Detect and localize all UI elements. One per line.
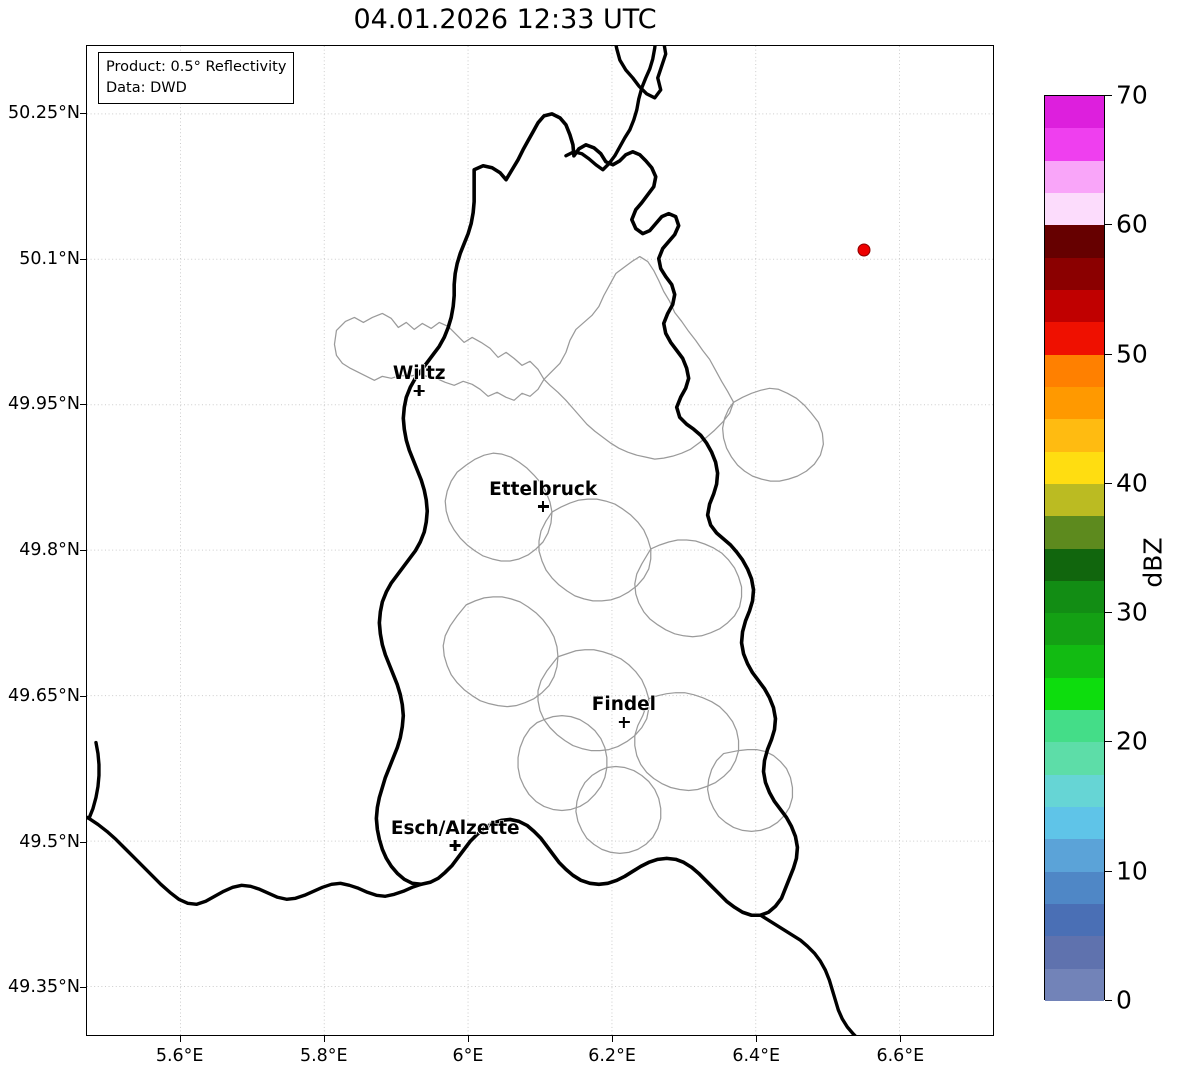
plus-marker-icon [413, 385, 425, 397]
x-tick-label: 6.2°E [588, 1046, 636, 1066]
colorbar-tick-label: 50 [1116, 339, 1148, 369]
y-tick-mark [80, 550, 86, 552]
info-box: Product: 0.5° Reflectivity Data: DWD [98, 52, 295, 105]
colorbar-band [1045, 677, 1104, 711]
colorbar-band [1045, 710, 1104, 743]
colorbar-band [1045, 613, 1104, 646]
colorbar-tick-mark [1105, 482, 1112, 484]
colorbar-tick-mark [1105, 95, 1112, 96]
y-tick-label: 49.5°N [19, 831, 80, 852]
y-tick-mark [80, 113, 86, 114]
colorbar-band [1045, 580, 1104, 614]
city-name: Findel [591, 694, 656, 716]
colorbar-band [1045, 871, 1104, 905]
colorbar-band [1045, 354, 1104, 388]
x-tick-mark [612, 1036, 614, 1042]
colorbar-tick-label: 0 [1116, 985, 1132, 1015]
city-label-ettelbruck: Ettelbruck [489, 478, 598, 512]
info-data-line: Data: DWD [106, 79, 187, 96]
colorbar-tick-label: 60 [1116, 209, 1148, 239]
colorbar-tick-label: 10 [1116, 856, 1148, 886]
city-name: Wiltz [392, 362, 446, 384]
colorbar-band [1045, 451, 1104, 485]
city-label-findel: Findel [591, 694, 656, 728]
colorbar-band [1045, 192, 1104, 226]
info-product-line: Product: 0.5° Reflectivity [106, 59, 287, 75]
y-tick-mark [80, 987, 86, 989]
colorbar-band [1045, 419, 1104, 452]
colorbar-band [1045, 548, 1104, 582]
colorbar-band [1045, 645, 1104, 679]
colorbar-band [1045, 483, 1104, 517]
colorbar-band [1045, 128, 1104, 162]
colorbar-tick-label: 40 [1116, 468, 1148, 498]
y-tick-label: 49.35°N [8, 977, 80, 998]
city-name: Ettelbruck [489, 478, 598, 500]
colorbar-band [1045, 742, 1104, 776]
y-tick-mark [80, 841, 86, 843]
colorbar-axis-label: dBZ [1138, 537, 1168, 588]
colorbar-band [1045, 968, 1104, 1002]
map-gridlines [87, 46, 993, 1035]
colorbar-band [1045, 225, 1104, 258]
canton-boundaries [333, 255, 824, 854]
luxembourg-national-border [374, 112, 800, 918]
colorbar-band [1045, 936, 1104, 970]
colorbar-tick-mark [1105, 741, 1112, 743]
plus-marker-icon [618, 716, 630, 728]
colorbar-tick-label: 70 [1116, 80, 1148, 110]
y-tick-label: 49.95°N [8, 394, 80, 415]
colorbar-tick-label: 30 [1116, 597, 1148, 627]
colorbar-band [1045, 516, 1104, 549]
city-label-wiltz: Wiltz [392, 362, 446, 397]
map-graphic [87, 46, 993, 1035]
colorbar-tick-mark [1105, 870, 1112, 872]
x-tick-mark [467, 1036, 469, 1042]
colorbar-band [1045, 289, 1104, 323]
colorbar[interactable] [1044, 95, 1105, 1002]
neighbour-country-borders [87, 740, 857, 1035]
colorbar-band [1045, 904, 1104, 937]
x-tick-mark [179, 1036, 181, 1042]
plus-marker-icon [537, 500, 549, 512]
x-tick-mark [900, 1036, 902, 1042]
y-tick-label: 49.65°N [8, 685, 80, 706]
y-tick-mark [80, 404, 86, 406]
colorbar-band [1045, 807, 1104, 840]
colorbar-band [1045, 322, 1104, 355]
colorbar-band [1045, 96, 1104, 129]
y-tick-label: 50.1°N [19, 248, 80, 269]
colorbar-band [1045, 839, 1104, 873]
city-label-esch-alzette: Esch/Alzette [390, 817, 520, 852]
colorbar-tick-mark [1105, 353, 1112, 355]
colorbar-tick-mark [1105, 1000, 1112, 1001]
colorbar-band [1045, 774, 1104, 808]
colorbar-tick-mark [1105, 612, 1112, 614]
page-title: 04.01.2026 12:33 UTC [353, 4, 657, 35]
y-tick-label: 50.25°N [8, 103, 80, 123]
y-tick-mark [80, 695, 86, 697]
x-tick-mark [756, 1036, 758, 1042]
colorbar-band [1045, 386, 1104, 420]
map-axes[interactable]: Product: 0.5° Reflectivity Data: DWD Wil… [86, 45, 994, 1036]
x-tick-label: 6.4°E [732, 1046, 780, 1066]
x-tick-mark [323, 1036, 325, 1042]
plus-marker-icon [449, 840, 461, 852]
colorbar-band [1045, 160, 1104, 194]
colorbar-tick-mark [1105, 224, 1112, 226]
colorbar-tick-label: 20 [1116, 726, 1148, 756]
radar-station-marker[interactable] [857, 243, 871, 257]
x-tick-label: 6.6°E [876, 1046, 925, 1066]
y-tick-mark [80, 258, 86, 260]
colorbar-band [1045, 257, 1104, 291]
x-tick-label: 5.8°E [299, 1046, 348, 1066]
y-tick-label: 49.8°N [19, 540, 80, 561]
national-borders [564, 46, 668, 172]
x-tick-label: 6°E [452, 1046, 484, 1066]
x-tick-label: 5.6°E [155, 1046, 204, 1066]
city-name: Esch/Alzette [390, 817, 520, 839]
